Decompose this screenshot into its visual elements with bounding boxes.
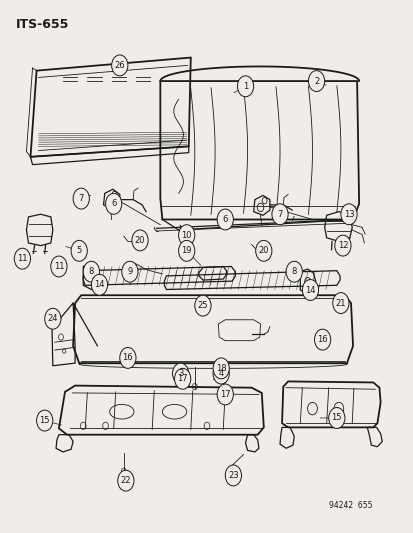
- Text: 6: 6: [222, 215, 228, 224]
- Text: ITS-655: ITS-655: [16, 19, 69, 31]
- Circle shape: [328, 408, 344, 429]
- Text: 3: 3: [178, 369, 183, 378]
- Text: 21: 21: [335, 298, 345, 308]
- Text: 11: 11: [17, 254, 28, 263]
- Text: 26: 26: [114, 61, 125, 70]
- Circle shape: [314, 329, 330, 350]
- Circle shape: [83, 261, 99, 282]
- Circle shape: [14, 248, 31, 269]
- Text: 17: 17: [219, 390, 230, 399]
- Text: 14: 14: [304, 286, 315, 295]
- Text: 14: 14: [94, 280, 104, 289]
- Circle shape: [237, 76, 253, 97]
- Circle shape: [45, 308, 61, 329]
- Text: 22: 22: [120, 476, 131, 485]
- Circle shape: [112, 55, 128, 76]
- Circle shape: [285, 261, 301, 282]
- Circle shape: [217, 209, 233, 230]
- Circle shape: [271, 204, 287, 225]
- Circle shape: [51, 256, 67, 277]
- Text: 10: 10: [181, 231, 192, 240]
- Circle shape: [308, 71, 324, 92]
- Circle shape: [340, 204, 356, 225]
- Text: 19: 19: [181, 246, 192, 255]
- Text: 16: 16: [122, 353, 133, 362]
- Circle shape: [334, 235, 350, 256]
- Text: 23: 23: [228, 471, 238, 480]
- Text: 1: 1: [242, 82, 247, 91]
- Text: 15: 15: [331, 414, 341, 423]
- Text: 11: 11: [54, 262, 64, 271]
- Circle shape: [301, 279, 318, 301]
- Circle shape: [105, 193, 121, 214]
- Text: 8: 8: [88, 267, 94, 276]
- Circle shape: [71, 240, 87, 261]
- Text: 6: 6: [111, 199, 116, 208]
- Text: 17: 17: [177, 374, 188, 383]
- Text: 5: 5: [76, 246, 82, 255]
- Text: 9: 9: [127, 267, 132, 276]
- Circle shape: [255, 240, 271, 261]
- Circle shape: [195, 295, 211, 316]
- Circle shape: [117, 470, 134, 491]
- Text: 8: 8: [291, 267, 296, 276]
- Circle shape: [178, 240, 195, 261]
- Circle shape: [73, 188, 89, 209]
- Circle shape: [172, 363, 188, 384]
- Circle shape: [178, 225, 195, 246]
- Text: 7: 7: [78, 194, 84, 203]
- Text: 12: 12: [337, 241, 347, 250]
- Circle shape: [119, 348, 135, 368]
- Text: 4: 4: [218, 369, 223, 378]
- Circle shape: [36, 410, 53, 431]
- Circle shape: [174, 368, 190, 389]
- Circle shape: [132, 230, 148, 251]
- Text: 16: 16: [316, 335, 327, 344]
- Text: 25: 25: [197, 301, 208, 310]
- Circle shape: [121, 261, 138, 282]
- Circle shape: [225, 465, 241, 486]
- Text: 13: 13: [343, 210, 354, 219]
- Text: 7: 7: [277, 210, 282, 219]
- Text: 18: 18: [215, 364, 226, 373]
- Text: 24: 24: [47, 314, 58, 323]
- Text: 94242  655: 94242 655: [328, 501, 372, 510]
- Text: 20: 20: [258, 246, 268, 255]
- Text: 15: 15: [39, 416, 50, 425]
- Circle shape: [213, 358, 229, 379]
- Circle shape: [332, 293, 348, 313]
- Text: 2: 2: [313, 77, 318, 86]
- Circle shape: [91, 274, 107, 295]
- Circle shape: [213, 363, 229, 384]
- Text: 20: 20: [135, 236, 145, 245]
- Circle shape: [217, 384, 233, 405]
